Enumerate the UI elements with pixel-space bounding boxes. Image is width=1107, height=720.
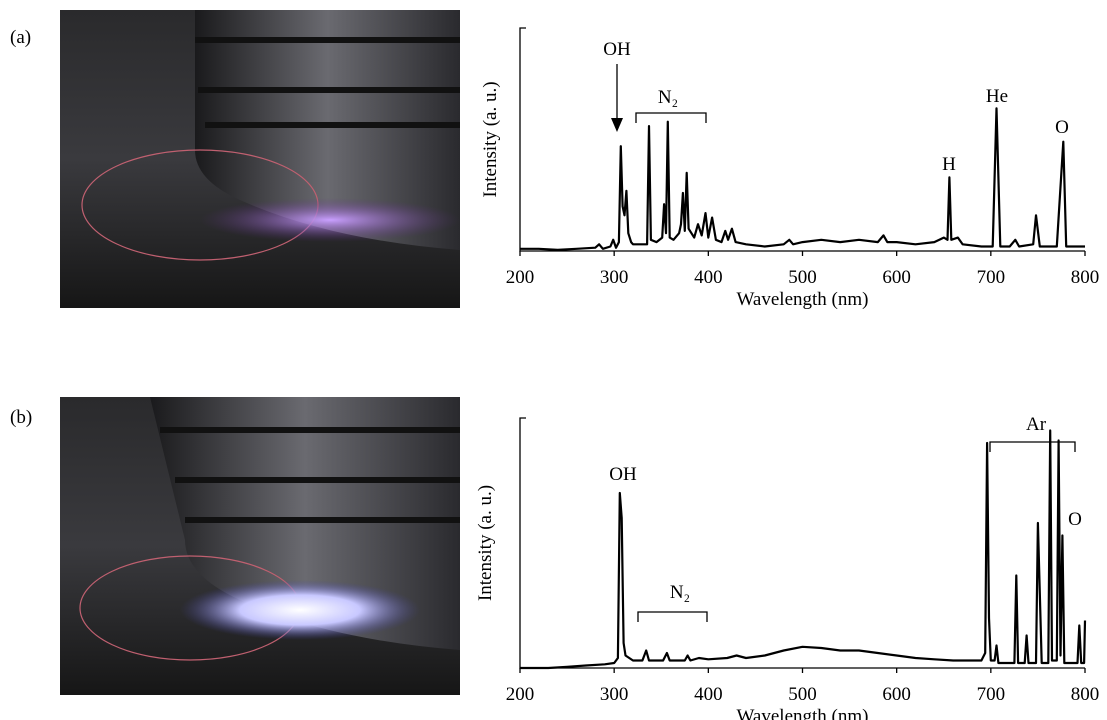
spectrum-line <box>520 429 1087 670</box>
panel-label: (a) <box>10 27 31 48</box>
annotation: O <box>1055 117 1069 138</box>
annotation: N₂ <box>658 87 678 108</box>
x-tick-label: 600 <box>882 267 911 288</box>
annotation: N₂ <box>670 582 690 603</box>
x-tick-label: 800 <box>1071 267 1100 288</box>
x-tick-label: 300 <box>600 267 629 288</box>
bracket <box>637 611 708 622</box>
spectrum-line <box>520 107 1085 251</box>
x-tick-label: 700 <box>977 684 1006 705</box>
annotation: O <box>1068 509 1082 530</box>
annotation: He <box>986 86 1008 107</box>
bracket <box>989 441 1076 452</box>
x-tick-label: 400 <box>694 684 723 705</box>
x-tick-label: 200 <box>506 267 535 288</box>
x-tick-label: 500 <box>788 684 817 705</box>
y-axis-label: Intensity (a. u.) <box>475 485 496 601</box>
annotation: OH <box>603 39 631 60</box>
x-tick-label: 400 <box>694 267 723 288</box>
annotation: H <box>942 154 956 175</box>
arrow-head <box>611 118 623 132</box>
chart: 200 300 400 500 600 700 800 Wavelength (nm) Inte… <box>475 414 1099 720</box>
x-tick-label: 300 <box>600 684 629 705</box>
x-tick-label: 500 <box>788 267 817 288</box>
photo-b <box>60 397 460 695</box>
x-tick-label: 200 <box>506 684 535 705</box>
bracket <box>635 112 707 123</box>
axes <box>519 417 1085 669</box>
x-axis-label: Wavelength (nm) <box>737 706 869 720</box>
annotation: OH <box>609 464 637 485</box>
x-tick-label: 800 <box>1071 684 1100 705</box>
y-axis-label: Intensity (a. u.) <box>480 81 501 197</box>
chart: 200 300 400 500 600 700 800 Wavelength (nm) Inte… <box>480 27 1100 310</box>
x-tick-label: 700 <box>977 267 1006 288</box>
x-axis-label: Wavelength (nm) <box>737 289 869 310</box>
photo-a <box>60 10 460 308</box>
panel-label: (b) <box>10 407 32 428</box>
x-tick-label: 600 <box>882 684 911 705</box>
annotation: Ar <box>1026 414 1047 435</box>
